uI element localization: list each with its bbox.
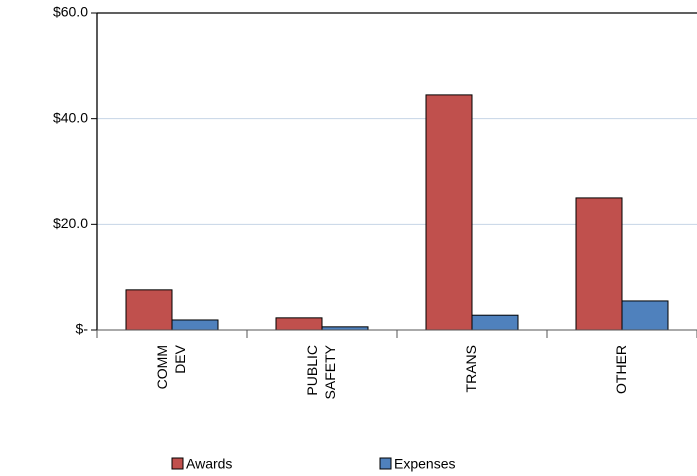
legend-swatch xyxy=(171,457,184,470)
x-tick-label: COMM DEV xyxy=(154,344,188,389)
x-tick-label: TRANS xyxy=(463,345,479,392)
y-tick-label: $20.0 xyxy=(53,215,88,231)
bar xyxy=(621,300,669,331)
y-tick-label: $- xyxy=(76,321,89,337)
legend-swatch xyxy=(379,457,392,470)
bar xyxy=(471,314,519,331)
legend-label: Awards xyxy=(186,456,232,472)
y-tick-label: $40.0 xyxy=(53,109,88,125)
x-tick-label: OTHER xyxy=(613,345,629,394)
bar xyxy=(171,319,219,331)
bar xyxy=(275,317,323,331)
x-tick-label: PUBLIC SAFETY xyxy=(304,344,338,403)
bar xyxy=(125,289,173,331)
y-tick-label: $60.0 xyxy=(53,4,88,20)
legend-label: Expenses xyxy=(394,456,455,472)
bar xyxy=(425,94,473,331)
bar xyxy=(575,197,623,331)
